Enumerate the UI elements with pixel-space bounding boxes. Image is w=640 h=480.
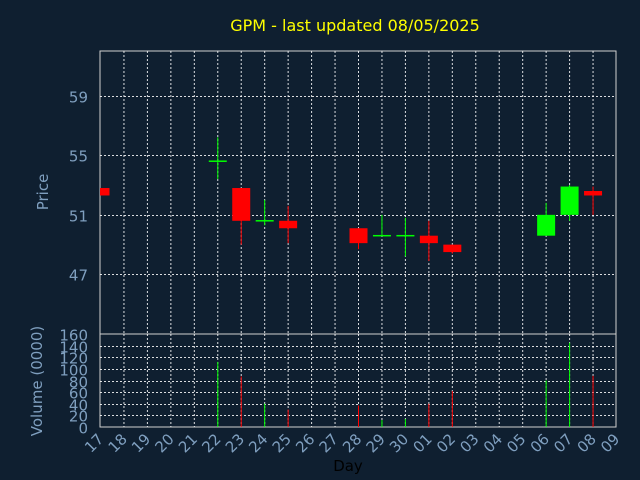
candle bbox=[349, 228, 368, 250]
volume-tick-label: 80 bbox=[69, 374, 88, 392]
candle-body bbox=[372, 234, 391, 237]
volume-axis-label: Volume (0000) bbox=[28, 326, 46, 436]
candle bbox=[255, 199, 274, 226]
price-panel: 47 51 55 59 bbox=[69, 50, 617, 335]
price-axis-label: Price bbox=[34, 174, 52, 211]
volume-tick-label: 100 bbox=[59, 362, 88, 380]
price-tick-label: 47 bbox=[69, 267, 88, 285]
candle bbox=[396, 217, 415, 257]
candle-body bbox=[396, 234, 415, 237]
candle bbox=[279, 205, 298, 244]
candle bbox=[419, 220, 438, 262]
candle bbox=[443, 244, 462, 254]
chart-title: GPM - last updated 08/05/2025 bbox=[230, 16, 480, 35]
candle-body bbox=[419, 235, 438, 244]
candle-body bbox=[537, 214, 556, 236]
candle-body bbox=[255, 220, 274, 222]
candle-body bbox=[560, 186, 579, 215]
volume-tick-label: 40 bbox=[69, 397, 88, 415]
price-tick-label: 51 bbox=[69, 208, 88, 226]
candle-body bbox=[584, 191, 603, 196]
price-tick-label: 55 bbox=[69, 148, 88, 166]
candle bbox=[100, 188, 110, 196]
candle bbox=[584, 186, 603, 215]
candle bbox=[537, 202, 556, 236]
x-axis: 1718192021222324252627282930010203040506… bbox=[81, 430, 623, 456]
volume-tick-label: 20 bbox=[69, 408, 88, 426]
candle-body bbox=[232, 188, 251, 221]
candle-body bbox=[443, 244, 462, 253]
candle-body bbox=[349, 228, 368, 244]
candle-body bbox=[279, 220, 298, 229]
candle bbox=[208, 137, 227, 180]
volume-tick-label: 160 bbox=[59, 327, 88, 345]
volume-tick-label: 0 bbox=[78, 420, 88, 438]
candle-body bbox=[208, 160, 227, 162]
candle bbox=[232, 188, 251, 245]
x-axis-label: Day bbox=[333, 457, 363, 475]
candle-body bbox=[100, 188, 110, 196]
volume-tick-label: 140 bbox=[59, 339, 88, 357]
price-tick-label: 59 bbox=[69, 89, 88, 107]
candle bbox=[372, 214, 391, 237]
volume-tick-label: 120 bbox=[59, 350, 88, 368]
volume-tick-label: 60 bbox=[69, 385, 88, 403]
candle bbox=[560, 185, 579, 221]
